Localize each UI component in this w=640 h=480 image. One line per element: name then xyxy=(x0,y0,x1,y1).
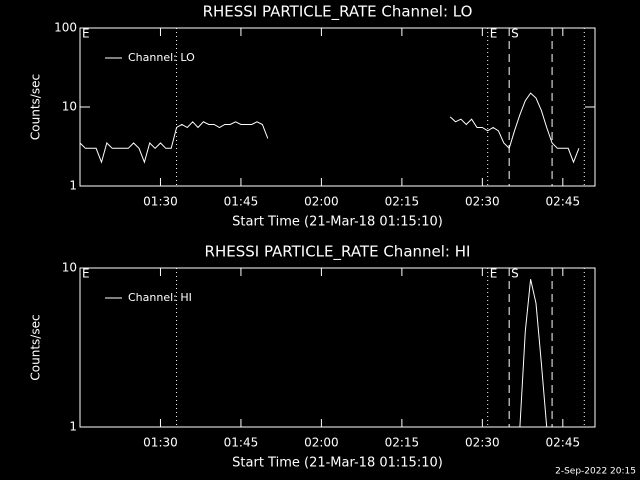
x-tick-label: 02:00 xyxy=(304,195,339,209)
y-axis-label: Counts/sec xyxy=(29,74,43,140)
x-axis-label: Start Time (21-Mar-18 01:15:10) xyxy=(232,456,443,471)
legend-label: Channel: LO xyxy=(128,51,195,64)
plot-frame xyxy=(79,267,596,428)
x-axis-label: Start Time (21-Mar-18 01:15:10) xyxy=(232,215,443,230)
x-tick-label: 01:45 xyxy=(224,195,259,209)
footer-date: 2-Sep-2022 20:15 xyxy=(555,467,636,477)
legend-label: Channel: HI xyxy=(128,291,192,304)
event-label: E xyxy=(490,267,498,281)
x-tick-label: 02:30 xyxy=(465,436,500,450)
x-tick-label: 02:30 xyxy=(465,195,500,209)
x-tick-label: 02:15 xyxy=(385,195,420,209)
event-label: S xyxy=(511,27,519,41)
event-label: E xyxy=(490,27,498,41)
event-label: S xyxy=(511,267,519,281)
event-label: E xyxy=(82,267,90,281)
y-axis-label: Counts/sec xyxy=(29,314,43,380)
x-tick-label: 02:15 xyxy=(385,436,420,450)
x-tick-label: 02:00 xyxy=(304,436,339,450)
y-tick-label: 10 xyxy=(62,261,77,275)
chart-title: RHESSI PARTICLE_RATE Channel: HI xyxy=(205,243,471,262)
data-line xyxy=(519,279,548,427)
x-tick-label: 01:30 xyxy=(143,436,178,450)
x-tick-label: 02:45 xyxy=(546,195,581,209)
event-label: E xyxy=(82,27,90,41)
y-tick-label: 1 xyxy=(69,420,77,434)
y-tick-label: 100 xyxy=(54,21,77,35)
x-tick-label: 01:45 xyxy=(224,436,259,450)
chart-title: RHESSI PARTICLE_RATE Channel: LO xyxy=(203,3,473,22)
y-tick-label: 1 xyxy=(69,179,77,193)
x-tick-label: 02:45 xyxy=(546,436,581,450)
data-line xyxy=(80,92,580,164)
y-tick-label: 10 xyxy=(62,100,77,114)
x-tick-label: 01:30 xyxy=(143,195,178,209)
